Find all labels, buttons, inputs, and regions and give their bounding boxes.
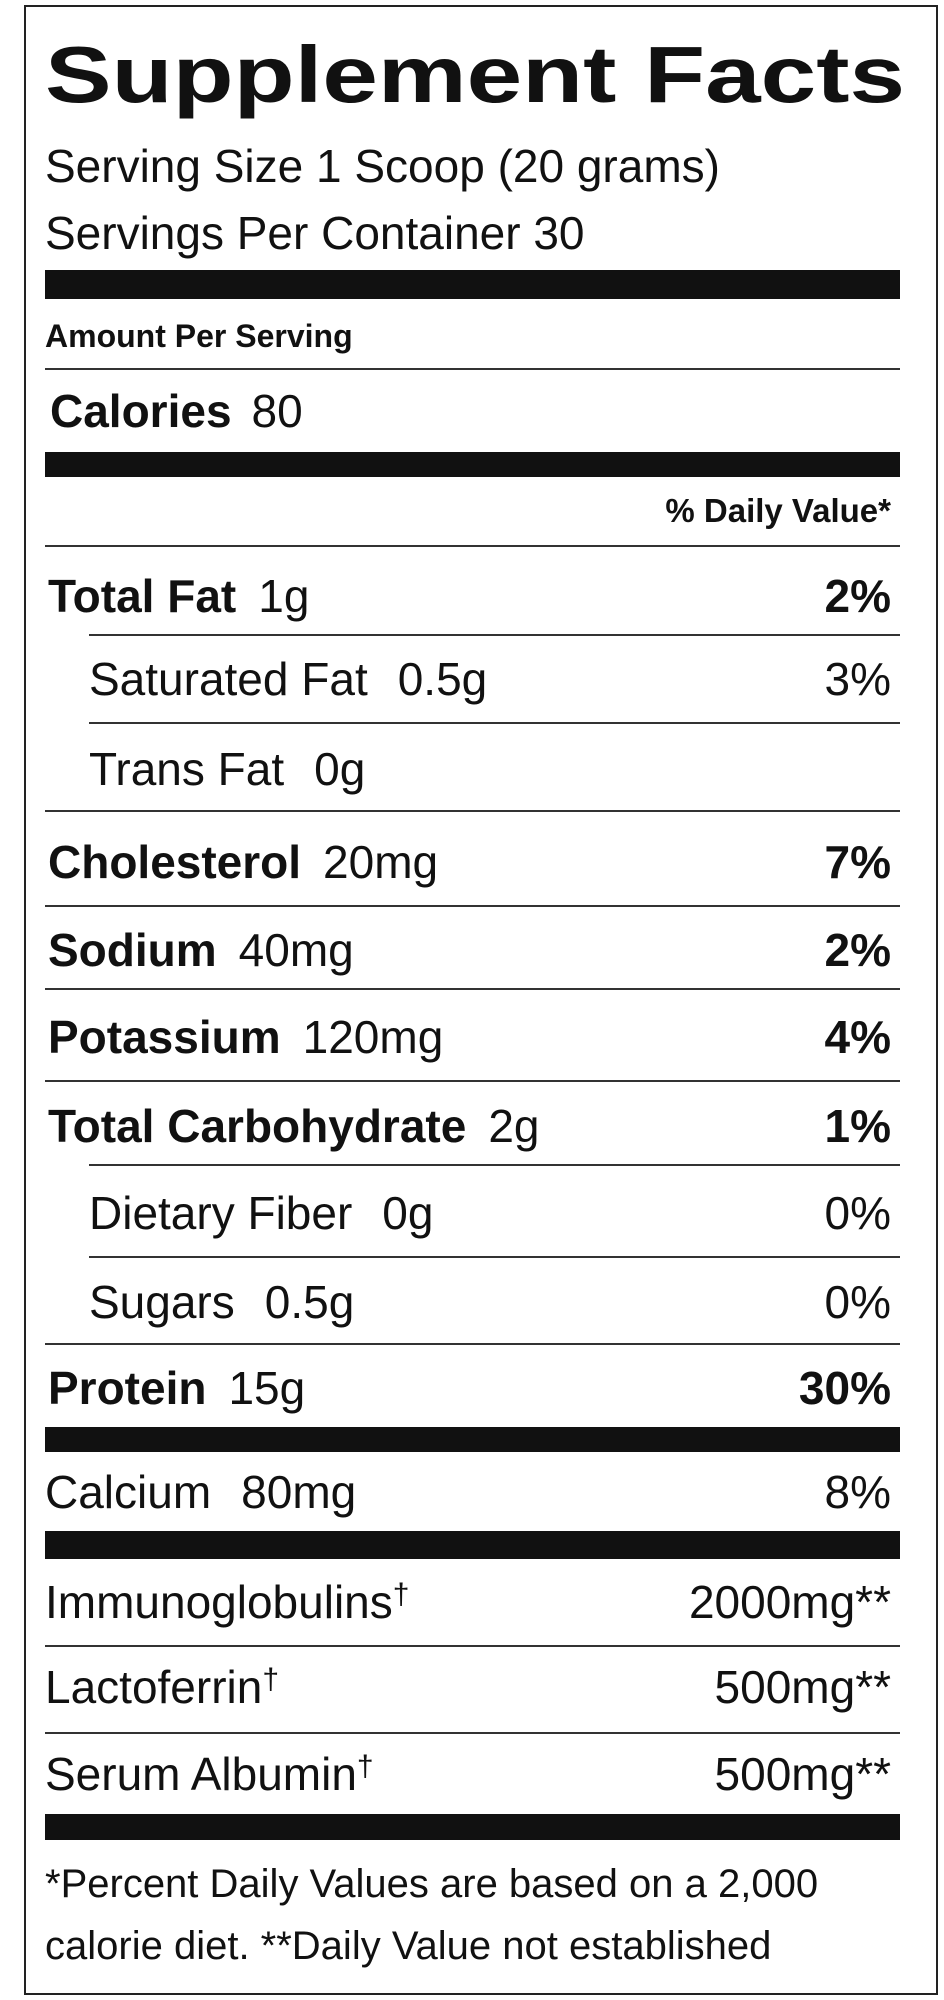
serving-size: Serving Size 1 Scoop (20 grams) — [45, 140, 720, 192]
nutrient-row: Protein 15g — [48, 1362, 305, 1414]
nutrient-amount: 0.5g — [265, 1276, 355, 1328]
nutrient-row: Total Fat 1g — [48, 570, 309, 622]
nutrient-row: Potassium 120mg — [48, 1011, 443, 1063]
thick-rule — [45, 270, 900, 299]
calories-row: Calories 80 — [50, 385, 303, 437]
label-border — [24, 5, 938, 1995]
footnote-line: calorie diet. **Daily Value not establis… — [45, 1924, 771, 1968]
dagger: † — [262, 1663, 279, 1696]
thin-rule — [89, 1164, 900, 1166]
nutrient-name: Sodium — [48, 924, 217, 976]
daily-value: 2% — [825, 570, 891, 622]
nutrient-row: Saturated Fat 0.5g — [89, 653, 487, 705]
thin-rule — [45, 988, 900, 990]
daily-value: 0% — [825, 1276, 891, 1328]
ingredient-name: Lactoferrin — [45, 1661, 262, 1713]
nutrient-row: Sugars 0.5g — [89, 1276, 354, 1328]
nutrient-amount: 120mg — [303, 1011, 444, 1063]
thick-rule — [45, 1814, 900, 1840]
thin-rule — [45, 368, 900, 370]
nutrient-name: Sugars — [89, 1276, 235, 1328]
ingredient-row: Serum Albumin† — [45, 1748, 374, 1800]
thick-rule — [45, 1531, 900, 1559]
ingredient-name: Serum Albumin — [45, 1748, 357, 1800]
ingredient-amount: 2000mg** — [689, 1576, 891, 1628]
nutrient-amount: 2g — [488, 1100, 539, 1152]
thin-rule — [45, 1645, 900, 1647]
thin-rule — [89, 722, 900, 724]
nutrient-amount: 1g — [258, 570, 309, 622]
thick-rule — [45, 452, 900, 477]
thin-rule — [89, 1256, 900, 1258]
daily-value: 7% — [825, 836, 891, 888]
thin-rule — [45, 1343, 900, 1345]
thin-rule — [89, 634, 900, 636]
daily-value: 3% — [825, 653, 891, 705]
nutrient-amount: 20mg — [323, 836, 438, 888]
nutrient-name: Trans Fat — [89, 743, 284, 795]
nutrient-amount: 80mg — [241, 1466, 356, 1518]
nutrient-name: Calcium — [45, 1466, 211, 1518]
nutrient-name: Potassium — [48, 1011, 281, 1063]
calories-amount: 80 — [252, 385, 303, 437]
daily-value: 8% — [825, 1466, 891, 1518]
ingredient-amount: 500mg** — [715, 1748, 892, 1800]
servings-per-container: Servings Per Container 30 — [45, 207, 585, 259]
nutrient-row: Dietary Fiber 0g — [89, 1187, 433, 1239]
daily-value: 1% — [825, 1100, 891, 1152]
thin-rule — [45, 1732, 900, 1734]
nutrient-amount: 0.5g — [398, 653, 488, 705]
nutrient-amount: 40mg — [239, 924, 354, 976]
nutrient-amount: 15g — [228, 1362, 305, 1414]
nutrient-row: Sodium 40mg — [48, 924, 354, 976]
nutrient-amount: 0g — [382, 1187, 433, 1239]
nutrient-name: Saturated Fat — [89, 653, 368, 705]
nutrient-row: Total Carbohydrate 2g — [48, 1100, 539, 1152]
nutrient-name: Cholesterol — [48, 836, 301, 888]
ingredient-name: Immunoglobulins — [45, 1576, 393, 1628]
thin-rule — [45, 905, 900, 907]
daily-value: 2% — [825, 924, 891, 976]
daily-value: 4% — [825, 1011, 891, 1063]
thin-rule — [45, 1080, 900, 1082]
ingredient-row: Lactoferrin† — [45, 1661, 279, 1713]
nutrient-name: Protein — [48, 1362, 206, 1414]
nutrient-name: Total Fat — [48, 570, 236, 622]
dagger: † — [357, 1750, 374, 1783]
thin-rule — [45, 810, 900, 812]
nutrient-name: Dietary Fiber — [89, 1187, 352, 1239]
amount-per-serving: Amount Per Serving — [45, 318, 353, 354]
calories-label: Calories — [50, 385, 232, 437]
daily-value: 0% — [825, 1187, 891, 1239]
dagger: † — [393, 1578, 410, 1611]
nutrient-row: Trans Fat 0g — [89, 743, 365, 795]
daily-value-header: % Daily Value* — [665, 492, 891, 529]
daily-value: 30% — [799, 1362, 891, 1414]
nutrient-name: Total Carbohydrate — [48, 1100, 466, 1152]
nutrient-amount: 0g — [314, 743, 365, 795]
ingredient-amount: 500mg** — [715, 1661, 892, 1713]
calcium-row: Calcium 80mg — [45, 1466, 356, 1518]
nutrient-row: Cholesterol 20mg — [48, 836, 438, 888]
ingredient-row: Immunoglobulins† — [45, 1576, 409, 1628]
footnote-line: *Percent Daily Values are based on a 2,0… — [45, 1862, 818, 1906]
thick-rule — [45, 1427, 900, 1452]
title: Supplement Facts — [45, 30, 905, 119]
thin-rule — [45, 545, 900, 547]
